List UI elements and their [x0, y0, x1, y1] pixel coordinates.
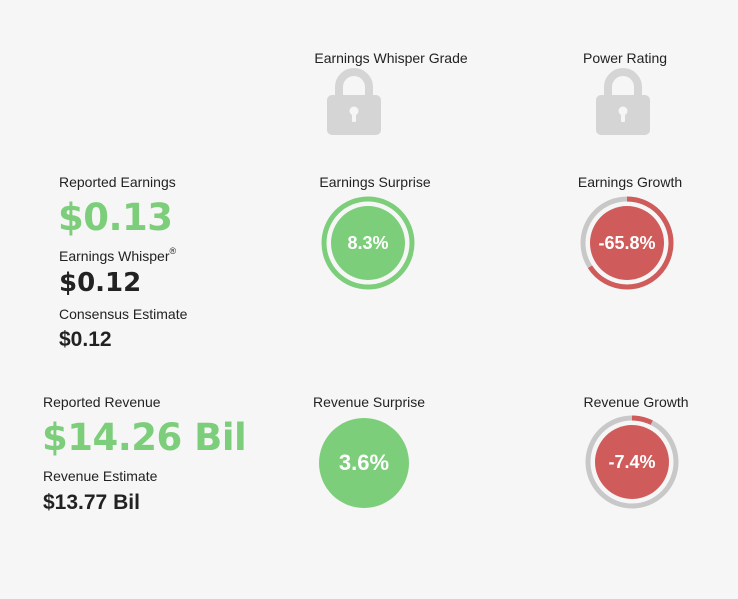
reported-earnings-label: Reported Earnings: [59, 174, 176, 190]
earnings-surprise-label: Earnings Surprise: [319, 174, 431, 190]
earnings-whisper-label: Earnings Whisper®: [59, 246, 177, 264]
earnings-growth-label: Earnings Growth: [577, 174, 683, 190]
earnings-surprise-value: 8.3%: [347, 233, 388, 253]
earnings-surprise-gauge: 8.3%: [321, 196, 415, 295]
revenue-estimate-label: Revenue Estimate: [43, 468, 158, 484]
earnings-whisper-grade-label: Earnings Whisper Grade: [314, 50, 468, 66]
consensus-estimate-label: Consensus Estimate: [59, 306, 188, 322]
revenue-surprise-value: 3.6%: [339, 450, 389, 475]
reported-earnings-value: $0.13: [58, 196, 173, 239]
revenue-growth-value: -7.4%: [608, 452, 655, 472]
consensus-estimate-value: $0.12: [59, 328, 112, 351]
power-rating-label: Power Rating: [582, 50, 668, 66]
reported-revenue-value: $14.26 Bil: [42, 416, 247, 459]
revenue-growth-label: Revenue Growth: [583, 394, 689, 410]
reported-revenue-label: Reported Revenue: [43, 394, 161, 410]
earnings-whisper-value: $0.12: [59, 268, 142, 298]
revenue-estimate-value: $13.77 Bil: [43, 491, 140, 514]
revenue-surprise-label: Revenue Surprise: [312, 394, 426, 410]
revenue-surprise-gauge: 3.6%: [318, 417, 410, 514]
lock-icon[interactable]: [596, 67, 650, 137]
revenue-growth-gauge: -7.4%: [585, 415, 679, 514]
earnings-growth-gauge: -65.8%: [580, 196, 674, 295]
earnings-growth-value: -65.8%: [598, 233, 655, 253]
ring-progress: [585, 415, 679, 509]
lock-icon[interactable]: [327, 67, 381, 137]
ring-progress: [580, 196, 674, 290]
